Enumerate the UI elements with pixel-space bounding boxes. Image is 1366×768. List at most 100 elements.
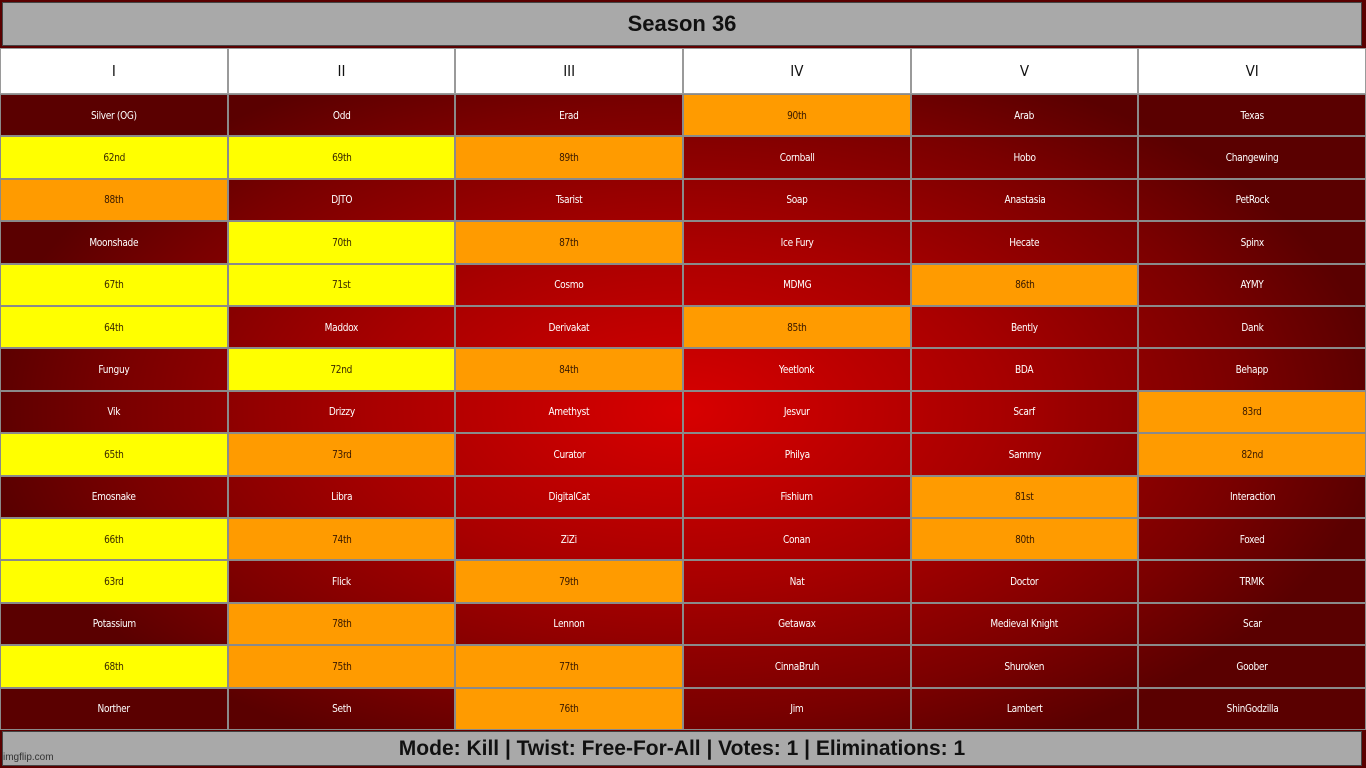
grid-cell: Arab <box>910 94 1139 137</box>
column-header-1: I <box>0 48 228 94</box>
grid-cell: Texas <box>1138 94 1366 137</box>
column-header-4: IV <box>683 48 911 94</box>
cell-label: Hobo <box>1013 151 1036 165</box>
cell-label: Behapp <box>1235 363 1269 377</box>
grid-cell: Soap <box>683 178 911 222</box>
grid-cell: Norther <box>0 687 228 730</box>
cell-label: Seth <box>331 702 352 716</box>
cell-label: 72nd <box>330 363 353 377</box>
grid-cell: Tsarist <box>455 178 683 222</box>
grid-cell: Yeetlonk <box>683 348 911 391</box>
grid-cell: Changewing <box>1138 136 1366 179</box>
cell-label: Derivakat <box>548 320 590 334</box>
cell-label: 75th <box>331 659 352 673</box>
cell-label: 88th <box>104 193 124 207</box>
grid-cell: Odd <box>227 94 456 137</box>
grid-cell: Nat <box>683 560 911 603</box>
cell-label: Dank <box>1241 320 1264 334</box>
cell-label: ZiZi <box>561 532 578 546</box>
cell-label: Getawax <box>778 617 816 631</box>
grid-cell: Cornball <box>683 136 911 179</box>
cell-label: Cornball <box>779 151 815 165</box>
cell-label: BDA <box>1015 363 1034 377</box>
grid-cell: Philya <box>683 433 911 476</box>
grid-cell: TRMK <box>1138 560 1366 603</box>
cell-label: 90th <box>787 108 807 122</box>
column-header-5: V <box>910 48 1139 94</box>
cell-label: Doctor <box>1010 575 1039 589</box>
grid-cell: 72nd <box>227 348 456 391</box>
column-header-2: II <box>227 48 456 94</box>
cell-label: 68th <box>104 659 124 673</box>
grid-cell: Foxed <box>1138 518 1366 561</box>
cell-label: Goober <box>1236 659 1268 673</box>
grid-cell: Hobo <box>910 136 1139 179</box>
cell-label: Silver (OG) <box>90 108 137 122</box>
cell-label: Medieval Knight <box>990 617 1059 631</box>
cell-label: Soap <box>786 193 808 207</box>
grid-cell: 77th <box>455 645 683 688</box>
grid-cell: Potassium <box>0 602 228 646</box>
cell-label: Vik <box>107 405 121 419</box>
grid-cell: Curator <box>455 433 683 476</box>
grid-cell: Bently <box>910 306 1139 349</box>
contestant-grid: Silver (OG) Odd Erad 90th Arab Texas 62nd 69th 8… <box>0 94 1366 730</box>
grid-cell: Shuroken <box>910 645 1139 688</box>
grid-cell: 78th <box>227 602 456 646</box>
grid-cell: Moonshade <box>0 221 228 264</box>
grid-cell: Emosnake <box>0 475 228 518</box>
cell-label: AYMY <box>1240 278 1264 292</box>
grid-cell: 79th <box>455 560 683 603</box>
grid-cell: 87th <box>455 221 683 264</box>
grid-cell: 90th <box>683 94 911 137</box>
grid-cell: Lennon <box>455 602 683 646</box>
grid-cell: Conan <box>683 518 911 561</box>
grid-cell: Medieval Knight <box>910 602 1139 646</box>
cell-label: Nat <box>789 575 805 589</box>
grid-cell: Ice Fury <box>683 221 911 264</box>
cell-label: Yeetlonk <box>779 363 815 377</box>
cell-label: Scar <box>1242 617 1262 631</box>
cell-label: 77th <box>559 659 579 673</box>
grid-cell: Doctor <box>910 560 1139 603</box>
grid-cell: 84th <box>455 348 683 391</box>
grid-cell: Libra <box>227 475 456 518</box>
grid-cell: Fishium <box>683 475 911 518</box>
grid-cell: Scar <box>1138 602 1366 646</box>
cell-label: Curator <box>553 447 586 461</box>
grid-cell: 73rd <box>227 433 456 476</box>
cell-label: 83rd <box>1242 405 1262 419</box>
grid-cell: Vik <box>0 390 228 434</box>
grid-cell: Seth <box>227 687 456 730</box>
grid-cell: 75th <box>227 645 456 688</box>
grid-cell: Behapp <box>1138 348 1366 391</box>
grid-cell: 76th <box>455 687 683 730</box>
cell-label: 80th <box>1014 532 1035 546</box>
grid-cell: PetRock <box>1138 178 1366 222</box>
grid-cell: ZiZi <box>455 518 683 561</box>
cell-label: Arab <box>1014 108 1035 122</box>
grid-cell: Silver (OG) <box>0 94 228 137</box>
cell-label: 82nd <box>1241 447 1263 461</box>
grid-cell: DJTO <box>227 178 456 222</box>
cell-label: Fishium <box>780 490 814 504</box>
cell-label: Foxed <box>1239 532 1265 546</box>
cell-label: 79th <box>559 575 579 589</box>
grid-cell: ShinGodzilla <box>1138 687 1366 730</box>
grid-cell: Derivakat <box>455 306 683 349</box>
column-header-3: III <box>455 48 684 94</box>
cell-label: 70th <box>331 235 352 249</box>
cell-label: Philya <box>784 447 810 461</box>
cell-label: DJTO <box>331 193 352 207</box>
cell-label: 64th <box>104 320 124 334</box>
grid-cell: 89th <box>455 136 683 179</box>
grid-cell: 71st <box>227 263 456 306</box>
cell-label: Flick <box>332 575 351 589</box>
page-title: Season 36 <box>2 2 1362 46</box>
cell-label: CinnaBruh <box>774 659 819 673</box>
cell-label: Maddox <box>324 320 359 334</box>
grid-cell: Sammy <box>910 433 1139 476</box>
grid-cell: Getawax <box>683 602 911 646</box>
grid-cell: 67th <box>0 263 228 306</box>
cell-label: 73rd <box>331 447 352 461</box>
